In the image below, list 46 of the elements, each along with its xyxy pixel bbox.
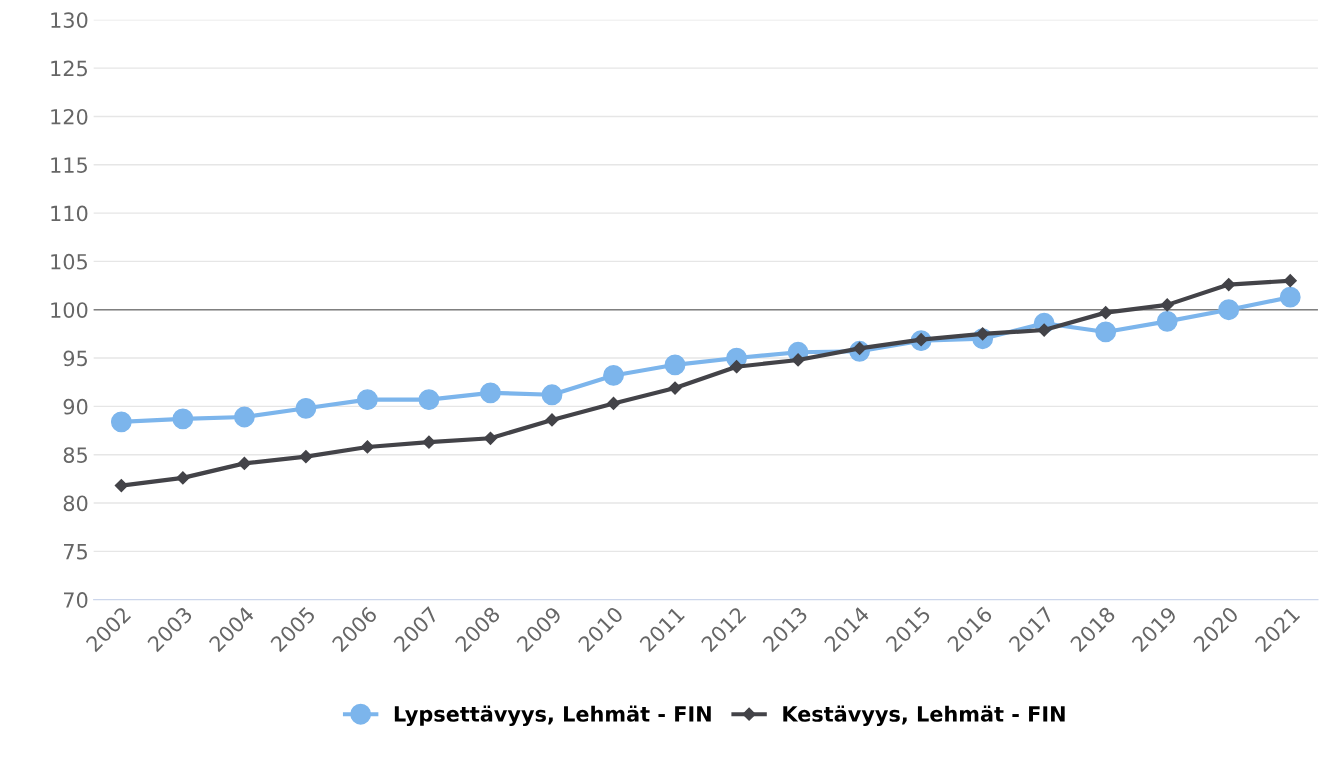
point bbox=[360, 440, 375, 454]
point bbox=[1222, 278, 1236, 292]
point bbox=[172, 408, 194, 430]
point bbox=[1156, 310, 1178, 332]
point bbox=[418, 389, 440, 411]
point bbox=[1283, 274, 1297, 288]
point bbox=[237, 456, 251, 470]
legend-label: Lypsettävyys, Lehmät - FIN bbox=[394, 705, 711, 727]
legend-label: Kestävyys, Lehmät - FIN bbox=[783, 705, 1065, 727]
point bbox=[1160, 298, 1174, 312]
y-tick-label: 75 bbox=[64, 544, 87, 560]
point bbox=[1099, 306, 1113, 320]
point bbox=[545, 413, 559, 427]
point bbox=[110, 411, 132, 433]
y-tick-label: 110 bbox=[51, 205, 88, 222]
point bbox=[729, 360, 744, 374]
point bbox=[422, 435, 436, 449]
point bbox=[295, 397, 317, 419]
y-tick-label: 80 bbox=[63, 495, 88, 512]
y-tick-label: 120 bbox=[51, 108, 88, 125]
point bbox=[114, 479, 128, 493]
y-tick-label: 70 bbox=[64, 592, 88, 608]
point bbox=[606, 396, 621, 411]
point bbox=[1095, 321, 1117, 343]
y-tick-label: 115 bbox=[51, 157, 87, 173]
y-tick-label: 90 bbox=[63, 398, 88, 415]
point bbox=[299, 450, 313, 464]
point bbox=[603, 365, 624, 386]
y-tick-label: 130 bbox=[51, 12, 88, 28]
point bbox=[233, 406, 255, 428]
point bbox=[664, 354, 686, 376]
point bbox=[480, 382, 501, 404]
point bbox=[357, 389, 378, 411]
point bbox=[1037, 323, 1051, 337]
point bbox=[541, 384, 563, 406]
point bbox=[483, 431, 498, 445]
y-tick-label: 100 bbox=[51, 302, 88, 318]
point bbox=[1218, 299, 1240, 321]
point bbox=[668, 381, 682, 395]
point bbox=[1279, 286, 1301, 308]
point bbox=[791, 353, 805, 367]
y-tick-label: 125 bbox=[51, 60, 87, 77]
y-tick-label: 105 bbox=[51, 253, 87, 270]
point bbox=[176, 471, 190, 485]
y-tick-label: 95 bbox=[63, 350, 87, 367]
y-tick-label: 85 bbox=[63, 447, 87, 463]
